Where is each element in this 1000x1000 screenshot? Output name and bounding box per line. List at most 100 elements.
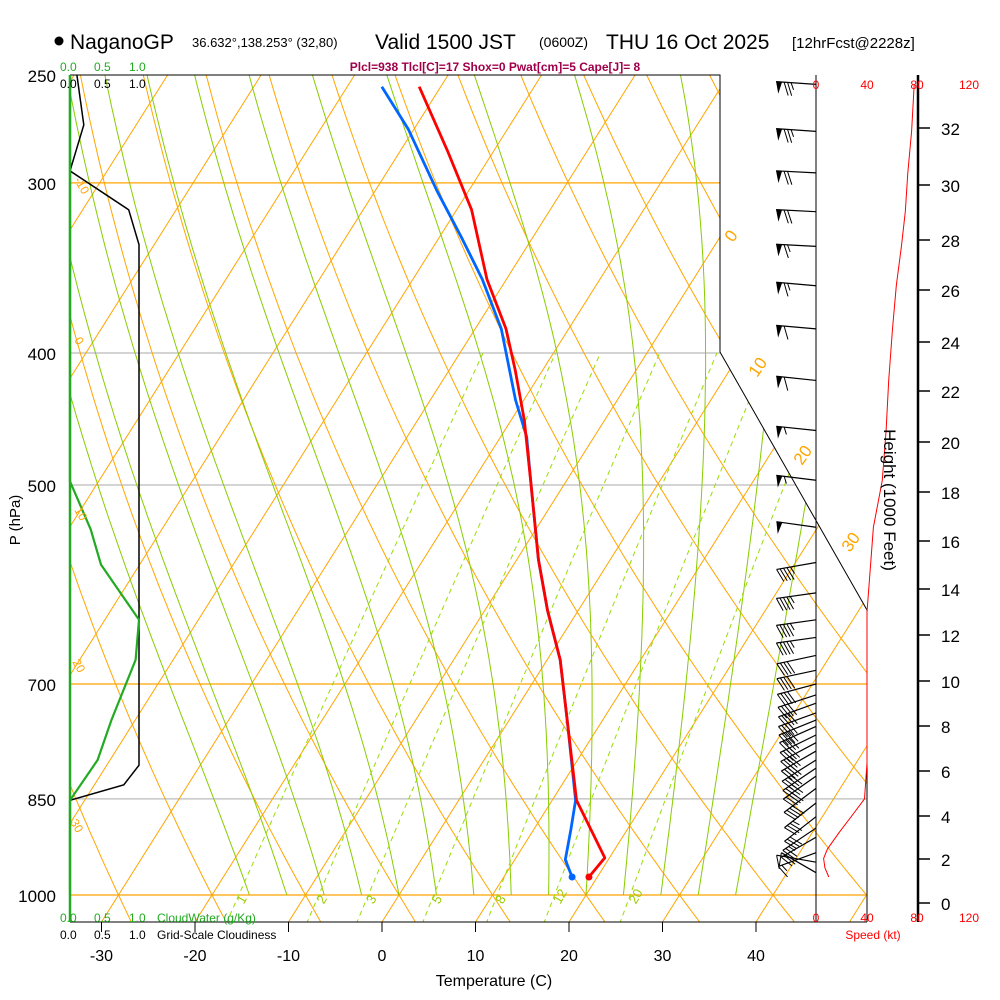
utc-time: (0600Z): [539, 34, 588, 50]
isotherm-line: [70, 75, 543, 922]
wind-barb-half-flag: [789, 566, 795, 574]
wind-barb-pennant: [776, 475, 783, 488]
valid-time: Valid 1500 JST: [375, 31, 516, 54]
wind-barb-flag: [784, 704, 794, 717]
wind-barb-flag: [779, 642, 788, 655]
height-tick-label: 30: [941, 177, 960, 196]
speed-axis-title: Speed (kt): [845, 928, 900, 942]
cloud-water-tick-bottom-0: 0.0: [60, 911, 77, 925]
x-axis-title: Temperature (C): [436, 973, 552, 990]
wind-barb-shaft: [782, 767, 817, 792]
wind-speed-line: [823, 84, 915, 878]
wind-barb-flag: [779, 568, 788, 582]
height-tick-label: 6: [941, 763, 950, 782]
height-tick-label: 12: [941, 627, 960, 646]
wind-barb-half-flag: [787, 244, 791, 253]
wind-barb-shaft: [776, 81, 817, 85]
cloudiness-tick-top-2: 1.0: [129, 77, 146, 91]
wind-barb-flag: [787, 703, 798, 716]
cloudiness-tick-bottom-2: 1.0: [129, 928, 146, 942]
speed-tick-bottom-80: 80: [910, 911, 924, 925]
wind-barb-flag: [786, 661, 796, 674]
isotherm-line: [70, 75, 356, 922]
sounding-stats: Plcl=938 Tlcl[C]=17 Shox=0 Pwat[cm]=5 Ca…: [350, 60, 641, 74]
wind-barb-shaft: [776, 561, 817, 571]
dry-adiabat-label: 30: [838, 529, 864, 555]
speed-tick-bottom-120: 120: [959, 911, 979, 925]
mixing-ratio-line: [305, 352, 557, 922]
wind-barb-pennant: [776, 128, 783, 141]
cloudiness-tick-bottom-0: 0.0: [60, 928, 77, 942]
wind-barb-flag: [786, 809, 799, 819]
wind-barb-flag: [790, 765, 802, 775]
wind-barb-shaft: [781, 836, 817, 858]
station-dot-icon: [54, 36, 64, 46]
wind-barb-shaft: [778, 702, 817, 718]
wind-barb-shaft: [781, 852, 817, 874]
wind-barb-flag: [781, 770, 793, 781]
wind-barb-half-flag: [781, 864, 788, 872]
isotherm-line: [194, 75, 730, 922]
dry-adiabat-line: [70, 75, 231, 922]
wind-barb: [776, 127, 817, 143]
dewpoint-line: [380, 85, 577, 878]
dry-adiabat-line: [323, 75, 801, 922]
moist-adiabat-line: [248, 75, 475, 896]
isotherm-line: [70, 75, 449, 922]
height-tick-label: 22: [941, 383, 960, 402]
wind-barb-flag: [784, 723, 795, 736]
wind-barb: [778, 852, 817, 878]
height-tick-label: 8: [941, 718, 950, 737]
forecast-info: [12hrFcst@2228z]: [792, 35, 915, 52]
height-axis-title: Height (1000 Feet): [880, 429, 899, 571]
moist-adiabat-line: [386, 75, 550, 895]
wind-barb-flag: [787, 777, 800, 787]
wind-barb-shaft: [777, 683, 817, 695]
wind-barb-flag: [783, 171, 789, 185]
wind-barb-pennant: [776, 521, 783, 534]
wind-barb-flag: [788, 738, 800, 749]
moist-adiabat-line: [146, 75, 400, 896]
pressure-tick-label: 400: [28, 345, 56, 364]
mixing-ratio-line: [485, 352, 718, 922]
height-tick-label: 20: [941, 434, 960, 453]
wind-barb: [776, 474, 817, 488]
wind-barb-flag: [782, 850, 795, 859]
wind-barb-flag: [776, 678, 785, 691]
wind-barb-pennant: [776, 244, 783, 257]
cloud-water-label: CloudWater (g/Kg): [157, 911, 256, 925]
wind-barb-flag: [783, 282, 789, 297]
plot-frame: [68, 74, 920, 923]
wind-barb-flag: [787, 767, 799, 777]
mixing-ratio-line: [543, 352, 769, 922]
mixing-ratio-line: [619, 352, 837, 922]
cloud-water-tick-top-0: 0.0: [60, 60, 77, 74]
height-tick-label: 14: [941, 581, 960, 600]
dry-adiabat-line: [821, 75, 867, 922]
wind-barb-flag: [782, 624, 791, 637]
wind-barb-pennant: [776, 376, 783, 389]
pressure-tick-label: 250: [28, 67, 56, 86]
wind-barb-half-flag: [790, 82, 795, 91]
wind-barb-flag: [779, 662, 789, 676]
wind-barb-pennant: [776, 209, 783, 222]
speed-tick-top-0: 0: [813, 78, 820, 92]
wind-barb-pennant: [776, 81, 783, 94]
pressure-tick-label: 700: [28, 676, 56, 695]
wind-barb-half-flag: [789, 596, 795, 604]
height-tick-label: 16: [941, 533, 960, 552]
cloud-water-tick-bottom-1: 0.5: [94, 911, 111, 925]
wind-barb-flag: [789, 747, 801, 758]
height-tick-label: 4: [941, 808, 950, 827]
station-name: NaganoGP: [70, 31, 174, 54]
wind-barb-flag: [787, 691, 797, 704]
wind-barb: [776, 375, 817, 391]
wind-barb-shaft: [777, 694, 817, 708]
wind-barb: [776, 854, 817, 869]
dry-adiabat-line: [572, 75, 867, 922]
wind-barb: [776, 669, 817, 691]
wind-barb: [776, 81, 817, 96]
dry-adiabat-line: [510, 75, 867, 922]
